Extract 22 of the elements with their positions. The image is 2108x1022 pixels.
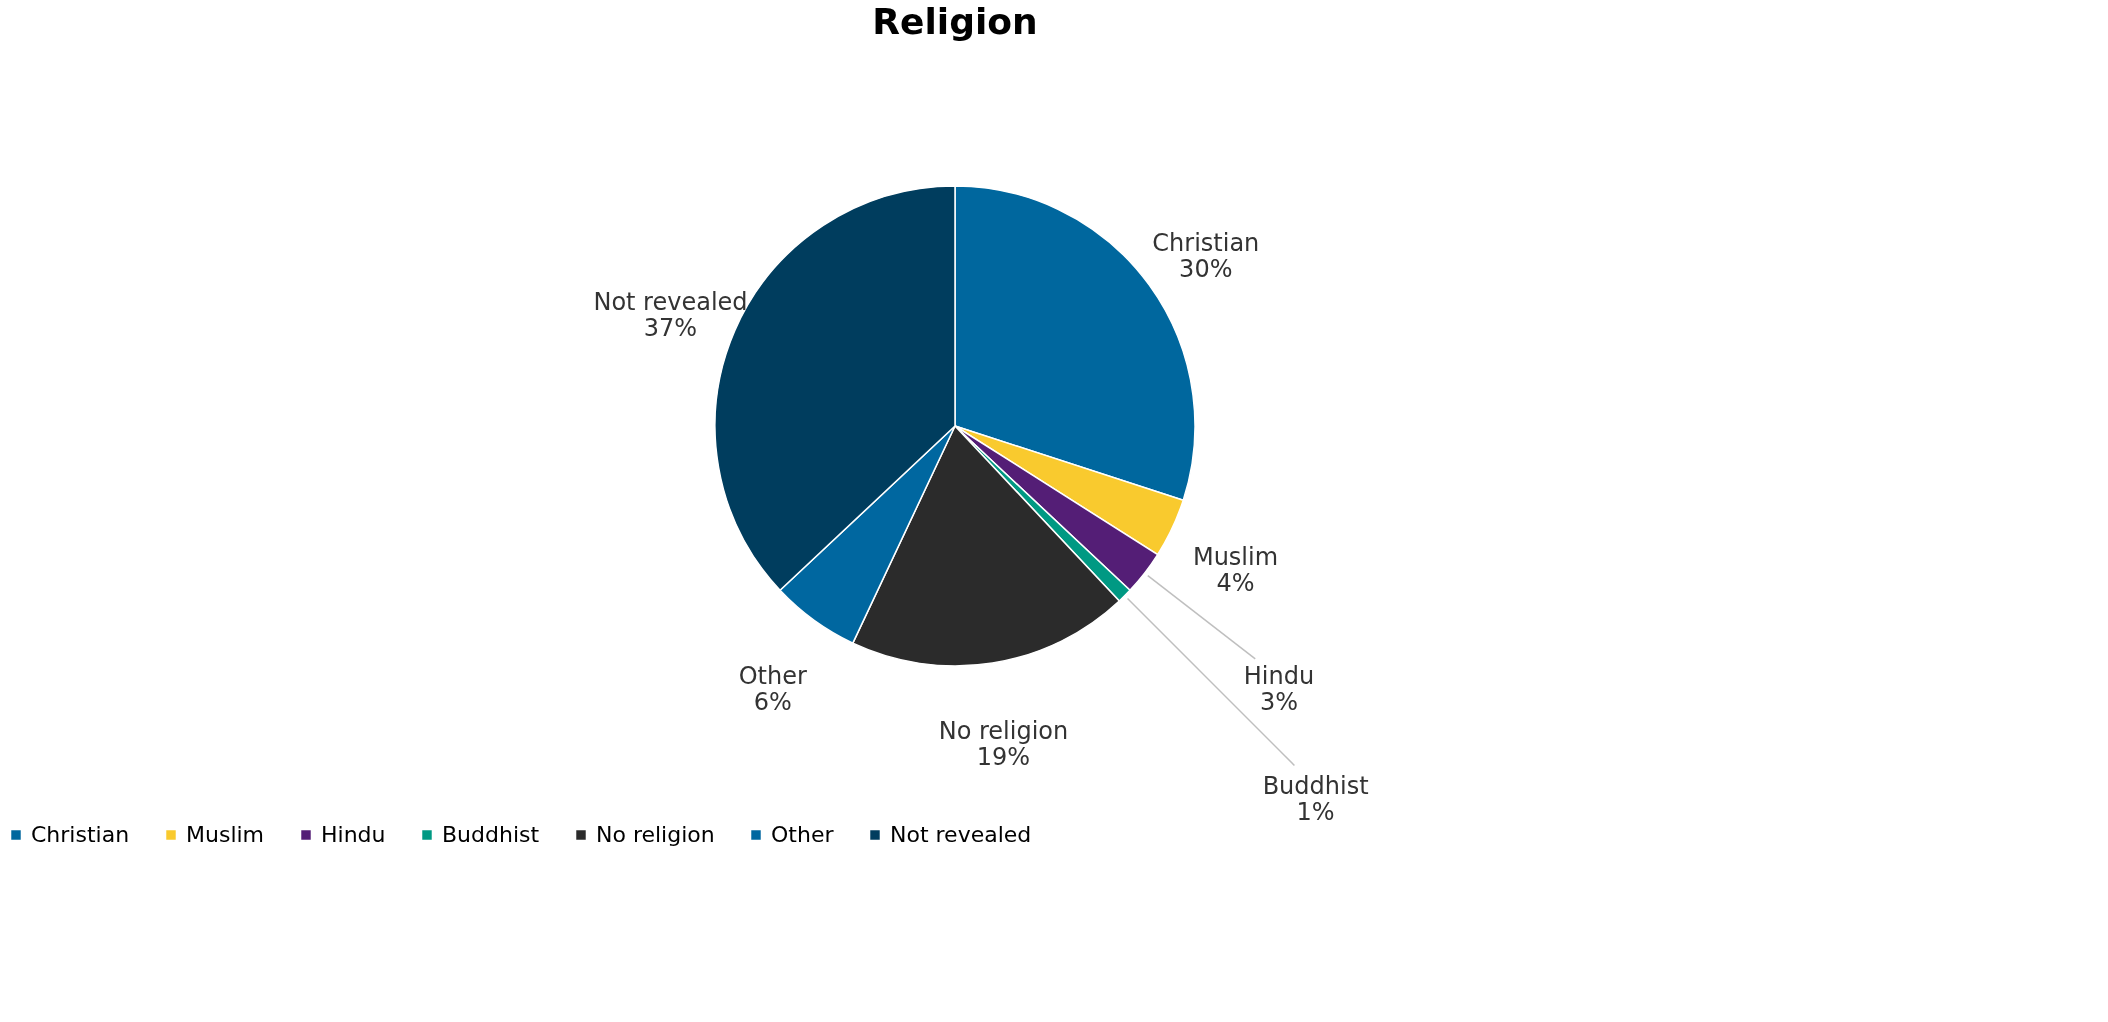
legend-label: Other (771, 822, 835, 847)
slice-label: Other (738, 661, 807, 690)
slice-label: Hindu (1243, 662, 1315, 691)
legend-label: No religion (596, 822, 715, 847)
legend-label: Christian (31, 822, 130, 847)
data-label: 6% (753, 687, 792, 716)
data-label: 37% (643, 313, 698, 342)
data-label: 1% (1296, 797, 1335, 826)
slice-label: Buddhist (1262, 771, 1369, 800)
slice-label: Christian (1152, 228, 1260, 257)
chart-title: Religion (872, 1, 1038, 42)
data-label: 3% (1259, 688, 1298, 717)
slice-label: Muslim (1192, 542, 1279, 571)
data-label: 30% (1179, 254, 1233, 283)
legend-label: Muslim (186, 822, 265, 847)
legend-label: Not revealed (890, 822, 1032, 847)
slice-label: Not revealed (593, 287, 748, 316)
legend-label: Buddhist (442, 822, 540, 847)
data-label: 4% (1216, 568, 1255, 597)
legend-label: Hindu (321, 822, 386, 847)
data-label: 19% (976, 743, 1031, 772)
slice-label: No religion (938, 717, 1069, 746)
